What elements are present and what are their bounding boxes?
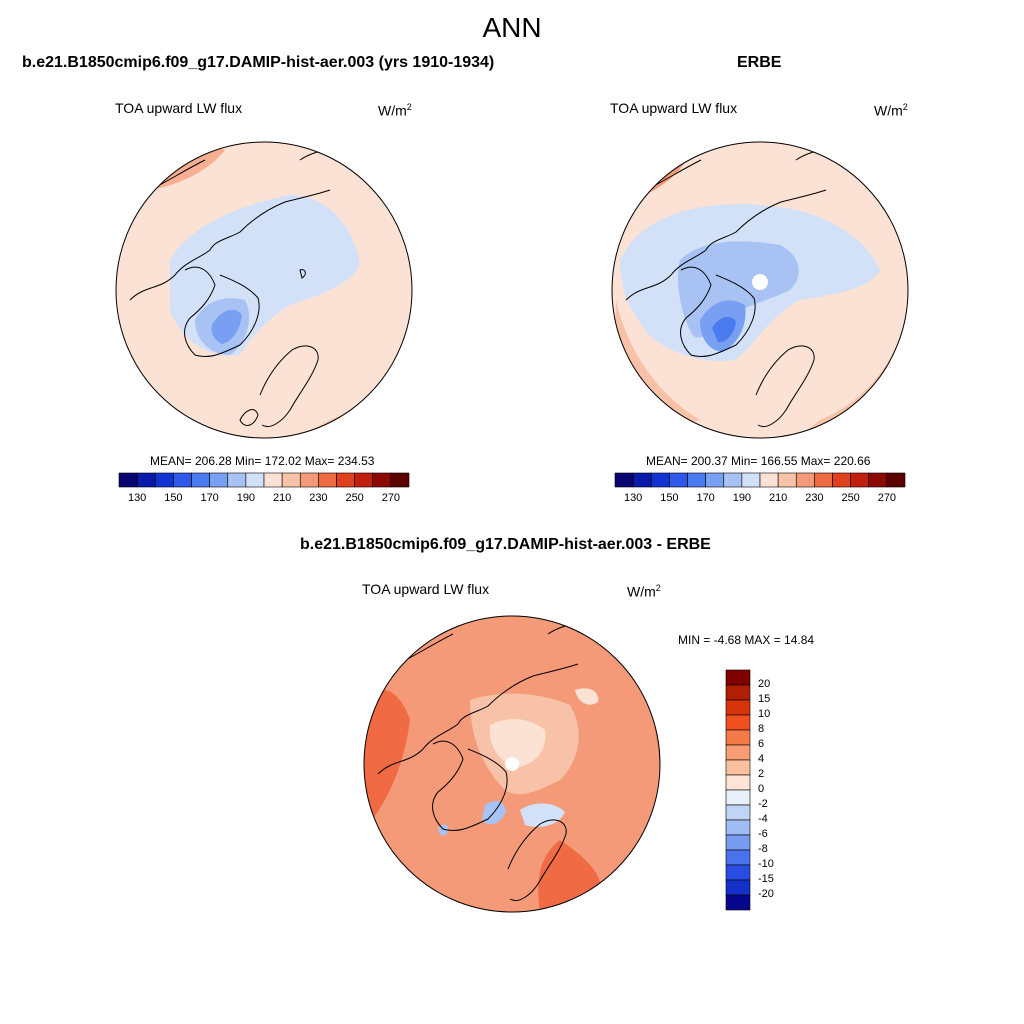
colorbar-tick-label: 150 bbox=[164, 492, 183, 504]
colorbar-swatch bbox=[372, 472, 392, 488]
colorbar-swatch bbox=[354, 472, 374, 488]
colorbar-swatch bbox=[318, 472, 337, 488]
panel1-stats: MEAN= 206.28 Min= 172.02 Max= 234.53 bbox=[150, 454, 375, 468]
colorbar-swatch bbox=[741, 472, 761, 488]
panel3-title: b.e21.B1850cmip6.f09_g17.DAMIP-hist-aer.… bbox=[300, 536, 711, 553]
colorbar-tick-label: 230 bbox=[805, 492, 824, 504]
colorbar-swatch bbox=[725, 699, 751, 716]
panel1-colorbar bbox=[118, 472, 410, 488]
colorbar-swatch bbox=[814, 472, 833, 488]
colorbar-tick-label: 4 bbox=[758, 753, 765, 765]
colorbar-swatch bbox=[118, 472, 138, 488]
colorbar-swatch bbox=[336, 472, 355, 488]
panel2-title: ERBE bbox=[737, 54, 782, 71]
colorbar-swatch bbox=[725, 819, 751, 836]
colorbar-tick-label: 150 bbox=[660, 492, 679, 504]
colorbar-swatch bbox=[725, 714, 751, 731]
colorbar-tick-label: 0 bbox=[758, 783, 765, 795]
colorbar-swatch bbox=[759, 472, 779, 488]
colorbar-swatch bbox=[209, 472, 229, 488]
colorbar-swatch bbox=[725, 774, 751, 791]
colorbar-tick-label: -15 bbox=[758, 873, 774, 885]
colorbar-swatch bbox=[173, 472, 192, 488]
colorbar-swatch bbox=[725, 879, 751, 896]
panel1-title: b.e21.B1850cmip6.f09_g17.DAMIP-hist-aer.… bbox=[22, 54, 495, 71]
panel2-variable: TOA upward LW flux bbox=[610, 100, 738, 116]
colorbar-tick-label: 230 bbox=[309, 492, 328, 504]
colorbar-tick-label: 20 bbox=[758, 678, 771, 690]
colorbar-swatch bbox=[725, 759, 751, 776]
colorbar-swatch bbox=[390, 472, 410, 488]
colorbar-swatch bbox=[245, 472, 265, 488]
colorbar-tick-label: 130 bbox=[623, 492, 643, 504]
colorbar-swatch bbox=[281, 472, 301, 488]
colorbar-swatch bbox=[263, 472, 283, 488]
colorbar-tick-label: 170 bbox=[696, 492, 715, 504]
colorbar-swatch bbox=[191, 472, 210, 488]
colorbar-swatch bbox=[725, 849, 751, 866]
colorbar-swatch bbox=[725, 684, 751, 701]
panel3-map bbox=[363, 615, 661, 913]
colorbar-swatch bbox=[705, 472, 725, 488]
colorbar-swatch bbox=[832, 472, 851, 488]
colorbar-swatch bbox=[136, 472, 156, 488]
colorbar-tick-label: -20 bbox=[758, 888, 774, 900]
colorbar-tick-label: 2 bbox=[758, 768, 765, 780]
colorbar-swatch bbox=[868, 472, 888, 488]
colorbar-tick-label: 250 bbox=[345, 492, 364, 504]
colorbar-tick-label: -4 bbox=[758, 813, 768, 825]
colorbar-tick-label: 10 bbox=[758, 708, 771, 720]
colorbar-swatch bbox=[725, 864, 751, 881]
colorbar-tick-label: 270 bbox=[381, 492, 401, 504]
colorbar-tick-label: 210 bbox=[768, 492, 788, 504]
colorbar-tick-label: 190 bbox=[236, 492, 256, 504]
colorbar-swatch bbox=[850, 472, 870, 488]
panel1-map bbox=[115, 141, 413, 439]
colorbar-swatch bbox=[723, 472, 743, 488]
panel3-stats: MIN = -4.68 MAX = 14.84 bbox=[678, 633, 815, 647]
colorbar-swatch bbox=[632, 472, 652, 488]
panel1-variable: TOA upward LW flux bbox=[115, 100, 243, 116]
colorbar-swatch bbox=[725, 669, 751, 686]
colorbar-swatch bbox=[687, 472, 706, 488]
colorbar-swatch bbox=[650, 472, 670, 488]
colorbar-swatch bbox=[614, 472, 634, 488]
colorbar-tick-label: 250 bbox=[841, 492, 860, 504]
colorbar-swatch bbox=[725, 729, 751, 746]
colorbar-swatch bbox=[154, 472, 174, 488]
colorbar-tick-label: -8 bbox=[758, 843, 768, 855]
panel2-map bbox=[611, 141, 909, 439]
colorbar-tick-label: 170 bbox=[200, 492, 219, 504]
colorbar-tick-label: -6 bbox=[758, 828, 768, 840]
panel1-units: W/m2 bbox=[378, 102, 412, 119]
panel2-colorbar bbox=[614, 472, 906, 488]
panel2-stats: MEAN= 200.37 Min= 166.55 Max= 220.66 bbox=[646, 454, 871, 468]
colorbar-tick-label: 130 bbox=[127, 492, 147, 504]
colorbar-swatch bbox=[299, 472, 319, 488]
colorbar-swatch bbox=[886, 472, 906, 488]
colorbar-swatch bbox=[795, 472, 815, 488]
colorbar-swatch bbox=[725, 804, 751, 821]
colorbar-swatch bbox=[669, 472, 688, 488]
colorbar-swatch bbox=[227, 472, 247, 488]
main-title: ANN bbox=[482, 12, 542, 43]
colorbar-swatch bbox=[725, 834, 751, 851]
colorbar-tick-label: -10 bbox=[758, 858, 774, 870]
colorbar-tick-label: 210 bbox=[272, 492, 292, 504]
colorbar-tick-label: -2 bbox=[758, 798, 768, 810]
colorbar-swatch bbox=[725, 744, 751, 761]
colorbar-swatch bbox=[725, 894, 751, 911]
panel3-units: W/m2 bbox=[627, 583, 661, 600]
colorbar-tick-label: 6 bbox=[758, 738, 765, 750]
colorbar-tick-label: 15 bbox=[758, 693, 771, 705]
colorbar-tick-label: 190 bbox=[732, 492, 752, 504]
panel2-units: W/m2 bbox=[874, 102, 908, 119]
colorbar-swatch bbox=[777, 472, 797, 488]
colorbar-tick-label: 270 bbox=[877, 492, 897, 504]
panel3-variable: TOA upward LW flux bbox=[362, 581, 490, 597]
colorbar-swatch bbox=[725, 789, 751, 806]
panel3-colorbar bbox=[725, 669, 751, 911]
colorbar-tick-label: 8 bbox=[758, 723, 765, 735]
